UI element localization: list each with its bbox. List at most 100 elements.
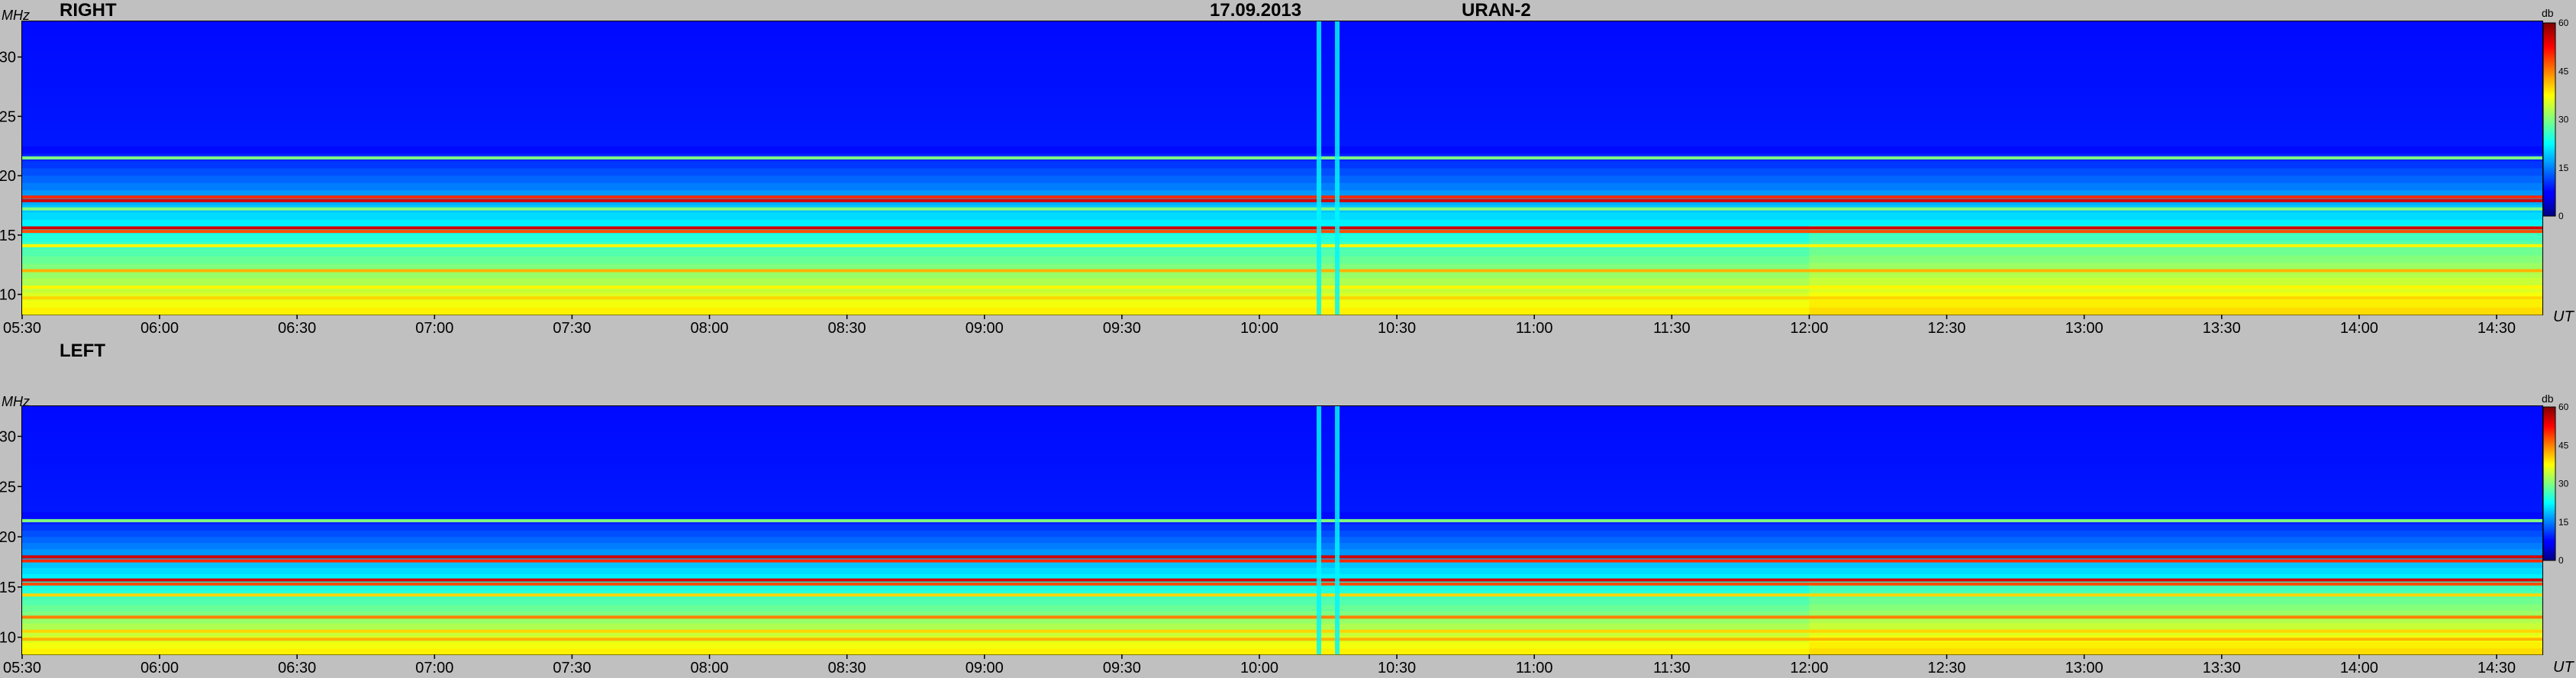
background-band bbox=[22, 456, 2542, 463]
x-tick-label: 07:00 bbox=[415, 660, 453, 676]
x-tick-label: 12:30 bbox=[1927, 660, 1965, 676]
background-band bbox=[22, 168, 2542, 176]
intensified-band bbox=[1809, 262, 2542, 271]
intensified-band bbox=[1809, 270, 2542, 278]
background-band bbox=[22, 536, 2542, 544]
x-tick-label: 14:00 bbox=[2340, 660, 2378, 676]
x-tick-label: 11:00 bbox=[1516, 320, 1553, 337]
x-tick-label: 06:30 bbox=[278, 660, 316, 676]
colorbar-tick-label: 45 bbox=[2558, 440, 2569, 450]
background-band bbox=[22, 299, 2542, 308]
intensified-band bbox=[1809, 616, 2542, 624]
x-tick-label: 09:00 bbox=[966, 660, 1004, 676]
background-band bbox=[22, 623, 2542, 630]
background-band bbox=[22, 21, 2542, 30]
background-band bbox=[22, 505, 2542, 512]
background-band bbox=[22, 468, 2542, 475]
colorbar-tick-label: 45 bbox=[2558, 66, 2569, 76]
background-band bbox=[22, 36, 2542, 44]
background-band bbox=[22, 138, 2542, 147]
x-tick-label: 10:30 bbox=[1378, 320, 1416, 337]
background-band bbox=[22, 605, 2542, 612]
background-band bbox=[22, 146, 2542, 154]
x-tick-label: 13:30 bbox=[2203, 320, 2241, 337]
x-axis-right: 05:30 06:00 06:30 07:00 07:30 08:00 08:30 09:00… bbox=[3, 315, 2516, 337]
interference-line bbox=[1317, 21, 1322, 315]
background-band bbox=[22, 512, 2542, 518]
y-tick-label: 20 bbox=[0, 529, 16, 546]
xunit-label-left: UT bbox=[2553, 659, 2574, 676]
background-band bbox=[22, 443, 2542, 450]
narrowband-line bbox=[22, 615, 2542, 619]
x-tick-label: 06:00 bbox=[140, 660, 179, 676]
background-band bbox=[22, 573, 2542, 580]
x-tick-label: 05:30 bbox=[3, 320, 41, 337]
y-axis-left: 10 15 20 25 30 bbox=[0, 428, 22, 647]
intensified-band bbox=[1809, 233, 2542, 241]
colorbar-tick-label: 30 bbox=[2558, 115, 2569, 125]
background-band bbox=[22, 617, 2542, 624]
x-tick-label: 14:30 bbox=[2478, 660, 2516, 676]
x-tick-label: 11:30 bbox=[1653, 660, 1691, 676]
background-band bbox=[22, 561, 2542, 568]
x-tick-label: 13:00 bbox=[2065, 320, 2104, 337]
intensified-band bbox=[1809, 247, 2542, 256]
x-tick-label: 07:30 bbox=[553, 660, 591, 676]
y-axis-right: 10 15 20 25 30 bbox=[0, 50, 22, 304]
background-band bbox=[22, 211, 2542, 220]
background-band bbox=[22, 109, 2542, 118]
background-band bbox=[22, 567, 2542, 574]
x-tick-label: 10:00 bbox=[1240, 320, 1278, 337]
narrowband-line bbox=[22, 226, 2542, 230]
background-band bbox=[22, 73, 2542, 81]
colorbar-tick-label: 15 bbox=[2558, 163, 2569, 173]
intensified-band bbox=[1809, 579, 2542, 586]
x-tick-label: 14:30 bbox=[2478, 320, 2516, 337]
x-tick-label: 05:30 bbox=[3, 660, 41, 676]
spectrogram-bands-right bbox=[22, 21, 2542, 315]
background-band bbox=[22, 124, 2542, 132]
narrowband-line bbox=[22, 195, 2542, 199]
narrowband-line bbox=[22, 230, 2542, 234]
colorbar-tick-label: 0 bbox=[2558, 555, 2564, 566]
intensified-band bbox=[1809, 292, 2542, 301]
x-tick-label: 09:30 bbox=[1103, 660, 1141, 676]
background-band bbox=[22, 285, 2542, 293]
panel-label-right: RIGHT bbox=[60, 0, 117, 21]
background-band bbox=[22, 182, 2542, 191]
background-band bbox=[22, 598, 2542, 605]
y-tick-label: 15 bbox=[0, 228, 16, 244]
background-band bbox=[22, 486, 2542, 494]
colorbar-tick-label: 15 bbox=[2558, 517, 2569, 528]
x-tick-label: 13:00 bbox=[2065, 660, 2104, 676]
x-tick-label: 12:00 bbox=[1790, 660, 1828, 676]
narrowband-line bbox=[22, 286, 2542, 289]
background-band bbox=[22, 248, 2542, 257]
narrowband-line bbox=[22, 629, 2542, 633]
colorbar-tick-label: 60 bbox=[2558, 402, 2569, 412]
background-band bbox=[22, 418, 2542, 425]
narrowband-line bbox=[22, 555, 2542, 559]
intensified-band bbox=[1809, 307, 2542, 315]
x-tick-label: 12:00 bbox=[1790, 320, 1828, 337]
colorbar-unit-right: db bbox=[2542, 7, 2554, 19]
intensified-band bbox=[1809, 585, 2542, 592]
intensified-band bbox=[1809, 604, 2542, 611]
yunit-label-right: MHz bbox=[2, 8, 30, 23]
narrowband-line bbox=[22, 296, 2542, 300]
x-tick-label: 09:30 bbox=[1103, 320, 1141, 337]
background-band bbox=[22, 50, 2542, 59]
intensified-band bbox=[1809, 641, 2542, 649]
narrowband-line bbox=[22, 156, 2542, 160]
x-tick-label: 10:30 bbox=[1378, 660, 1416, 676]
background-band bbox=[22, 480, 2542, 488]
background-band bbox=[22, 131, 2542, 140]
background-band bbox=[22, 95, 2542, 103]
spectrogram-bands-left bbox=[22, 406, 2542, 655]
background-band bbox=[22, 462, 2542, 469]
background-band bbox=[22, 160, 2542, 169]
intensified-band bbox=[1809, 255, 2542, 263]
background-band bbox=[22, 87, 2542, 95]
